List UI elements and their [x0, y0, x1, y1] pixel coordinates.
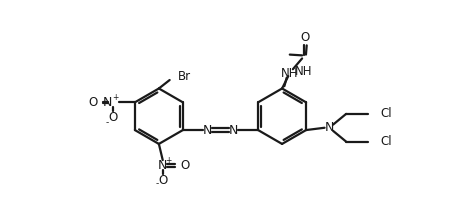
Text: O: O: [180, 159, 189, 172]
Text: O: O: [158, 174, 167, 187]
Text: Cl: Cl: [381, 135, 392, 148]
Text: Br: Br: [178, 70, 191, 83]
Text: O: O: [108, 111, 117, 124]
Text: N: N: [203, 124, 213, 137]
Text: +: +: [165, 156, 172, 165]
Text: +: +: [112, 93, 119, 102]
Text: N: N: [325, 121, 334, 134]
Text: -: -: [156, 179, 159, 188]
Text: N: N: [229, 124, 238, 137]
Text: Cl: Cl: [381, 107, 392, 120]
Text: O: O: [88, 96, 97, 109]
Text: N: N: [158, 159, 167, 172]
Text: NH: NH: [295, 65, 312, 78]
Text: -: -: [106, 118, 109, 127]
Text: NH: NH: [281, 67, 299, 80]
Text: N: N: [103, 96, 112, 109]
Text: O: O: [301, 31, 310, 44]
